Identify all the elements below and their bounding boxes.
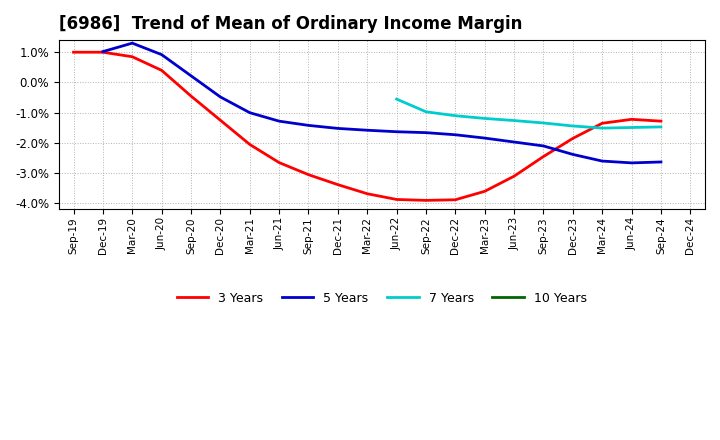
5 Years [333,126,342,131]
3 Years [275,160,284,165]
7 Years [569,123,577,128]
5 Years [569,152,577,157]
3 Years [392,197,401,202]
5 Years [392,129,401,134]
5 Years [510,139,518,145]
3 Years [304,172,312,177]
3 Years [510,173,518,179]
5 Years [598,158,606,164]
5 Years [363,128,372,133]
5 Years [186,73,195,78]
Line: 3 Years: 3 Years [73,52,661,200]
5 Years [422,130,431,135]
3 Years [158,68,166,73]
5 Years [275,118,284,124]
3 Years [216,117,225,123]
7 Years [598,125,606,131]
7 Years [451,113,459,118]
3 Years [657,118,665,124]
5 Years [304,123,312,128]
3 Years [598,121,606,126]
5 Years [451,132,459,137]
3 Years [363,191,372,196]
3 Years [451,197,459,202]
5 Years [216,94,225,99]
3 Years [480,189,489,194]
5 Years [627,160,636,165]
5 Years [99,49,107,54]
7 Years [510,118,518,123]
Line: 7 Years: 7 Years [397,99,661,128]
5 Years [480,136,489,141]
Text: [6986]  Trend of Mean of Ordinary Income Margin: [6986] Trend of Mean of Ordinary Income … [59,15,522,33]
5 Years [246,110,254,115]
5 Years [128,40,137,46]
7 Years [657,124,665,129]
3 Years [539,154,548,159]
7 Years [422,109,431,114]
3 Years [128,54,137,59]
3 Years [627,117,636,122]
3 Years [333,182,342,187]
5 Years [539,143,548,149]
3 Years [186,93,195,99]
3 Years [69,50,78,55]
7 Years [539,120,548,125]
3 Years [422,198,431,203]
7 Years [480,116,489,121]
3 Years [246,142,254,147]
Legend: 3 Years, 5 Years, 7 Years, 10 Years: 3 Years, 5 Years, 7 Years, 10 Years [172,287,592,310]
5 Years [158,52,166,57]
3 Years [569,136,577,141]
7 Years [627,125,636,130]
3 Years [99,50,107,55]
7 Years [392,96,401,102]
5 Years [657,159,665,165]
Line: 5 Years: 5 Years [103,43,661,163]
